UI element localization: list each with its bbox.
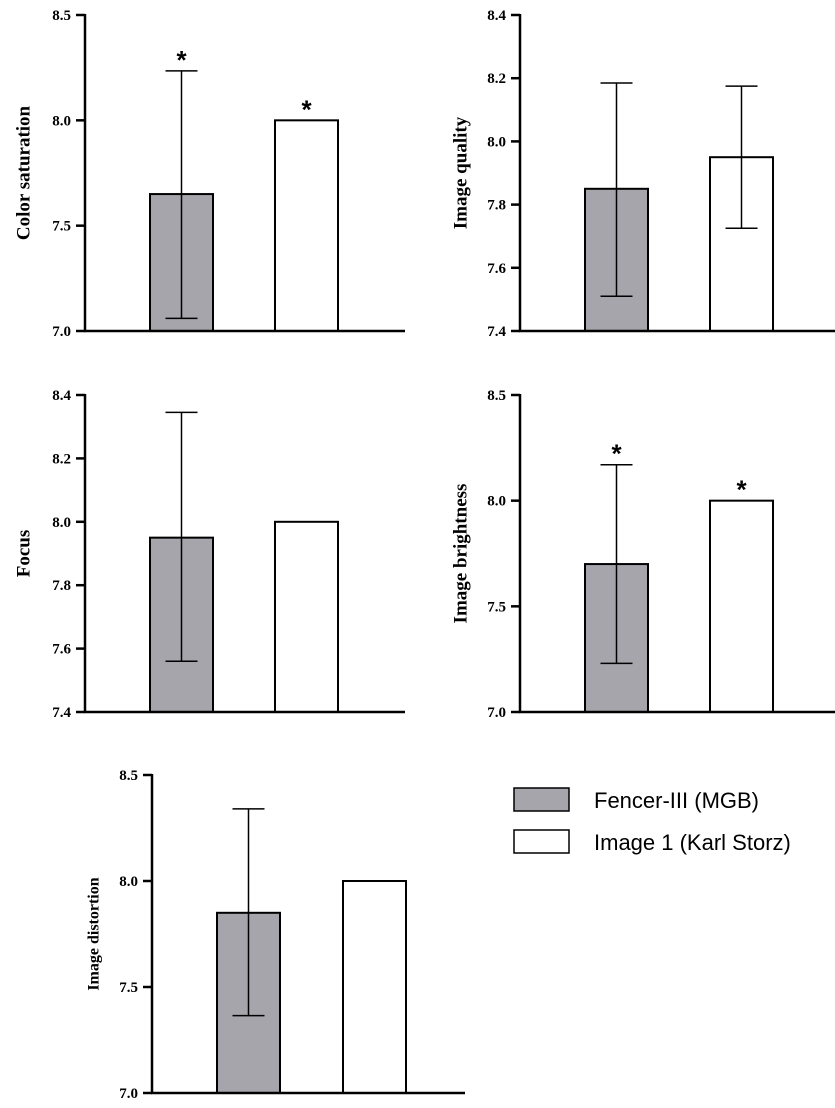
y-tick-label: 8.0: [119, 874, 138, 890]
y-tick-label: 8.2: [487, 71, 506, 87]
y-tick-label: 7.6: [52, 642, 71, 658]
y-tick-label: 7.5: [487, 599, 506, 615]
panel-5: 7.0 7.5 8.0 8.5 Image distortion: [86, 768, 465, 1102]
y-tick-label: 7.5: [52, 219, 71, 235]
y-tick-label: 7.5: [119, 980, 138, 996]
y-axis-label: Focus: [13, 530, 34, 578]
y-tick-label: 7.0: [52, 324, 71, 340]
chart-panels: * * 7.0 7.5 8.0 8.5 Color saturation 7.4 7.6 7.8 8…: [13, 8, 835, 1102]
y-tick-label: 8.0: [487, 134, 506, 150]
y-axis-label: Image quality: [450, 116, 471, 229]
y-tick-label: 8.2: [52, 451, 71, 467]
y-tick-label: 8.0: [52, 515, 71, 531]
y-axis-label: Color saturation: [13, 105, 34, 240]
y-tick-label: 8.5: [119, 768, 138, 784]
panel-4: * * 7.0 7.5 8.0 8.5 Image brightness: [450, 388, 835, 721]
y-tick-label: 7.4: [52, 705, 71, 721]
y-tick-label: 8.5: [52, 8, 71, 24]
significance-marker: *: [176, 45, 187, 75]
y-axis-label: Image brightness: [450, 484, 471, 624]
significance-marker: *: [301, 94, 312, 124]
y-tick-label: 7.4: [487, 324, 506, 340]
legend-label-fencer: Fencer-III (MGB): [594, 788, 759, 813]
significance-marker: *: [611, 439, 622, 469]
panel-3: 7.4 7.6 7.8 8.0 8.2 8.4 Focus: [13, 388, 405, 721]
legend-swatch-fencer: [513, 787, 570, 812]
y-tick-label: 7.8: [487, 198, 506, 214]
bar-storz: [342, 880, 407, 1094]
y-tick-label: 7.8: [52, 578, 71, 594]
legend-label-storz: Image 1 (Karl Storz): [594, 830, 791, 855]
y-tick-label: 8.5: [487, 388, 506, 404]
y-tick-label: 8.4: [487, 8, 506, 24]
panel-2: 7.4 7.6 7.8 8.0 8.2 8.4 Image quality: [450, 8, 835, 340]
y-tick-label: 8.0: [52, 113, 71, 129]
panel-1: * * 7.0 7.5 8.0 8.5 Color saturation: [13, 8, 405, 340]
bar-storz: [274, 520, 339, 713]
legend-swatch-storz: [513, 829, 570, 854]
y-tick-label: 7.0: [119, 1086, 138, 1102]
y-tick-label: 8.4: [52, 388, 71, 404]
y-axis-label: Image distortion: [86, 877, 103, 990]
bar-storz: [274, 119, 339, 333]
significance-marker: *: [736, 475, 747, 505]
bar-storz: [709, 499, 774, 713]
y-tick-label: 7.6: [487, 261, 506, 277]
y-tick-label: 7.0: [487, 705, 506, 721]
y-tick-label: 8.0: [487, 494, 506, 510]
legend: Fencer-III (MGB) Image 1 (Karl Storz): [513, 787, 791, 855]
